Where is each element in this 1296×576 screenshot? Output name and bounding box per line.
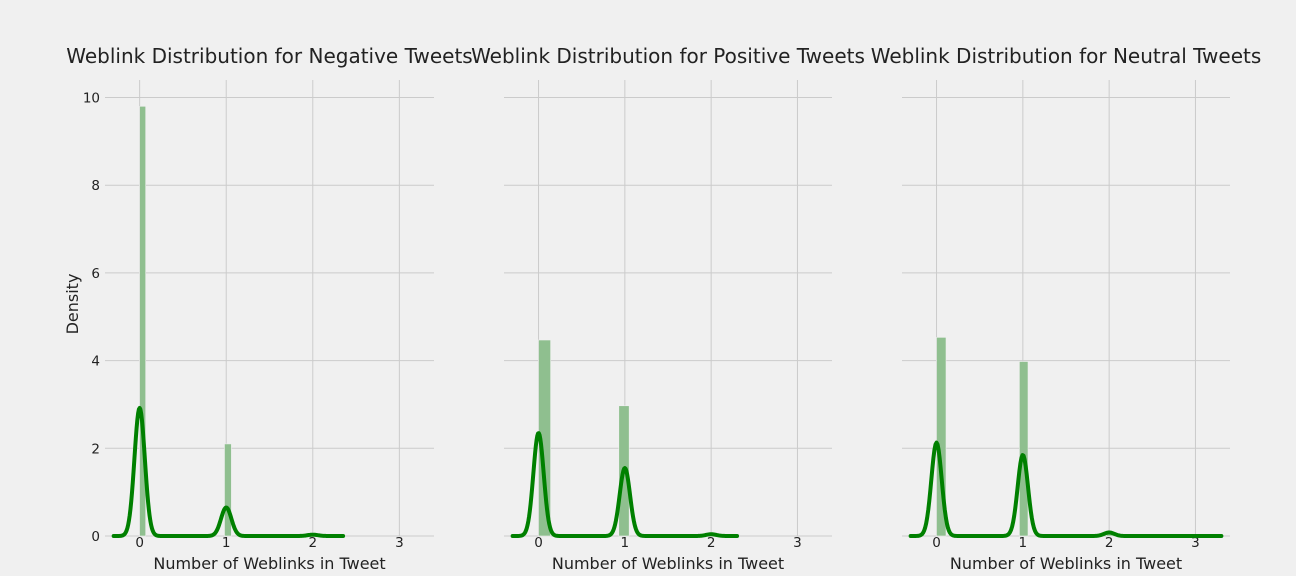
y-tick-label: 0: [91, 529, 100, 545]
x-tick-label: 3: [1191, 535, 1200, 551]
x-tick-label: 2: [707, 535, 716, 551]
x-tick-label: 0: [135, 535, 144, 551]
histogram-bar: [1019, 361, 1029, 537]
x-tick-label: 1: [621, 535, 630, 551]
y-tick-label: 8: [91, 178, 100, 194]
y-tick-label: 6: [91, 266, 100, 282]
subplot-2: 0 1 2 3 Weblink Distribution for Positive Tw…: [471, 44, 865, 573]
x-tick-label: 1: [1019, 535, 1028, 551]
subplot-1: 0 2 4 6 8 10 0 1 2 3 Weblink Distribution for Nega…: [66, 44, 472, 573]
x-tick-label: 0: [932, 535, 941, 551]
x-tick-label: 3: [793, 535, 802, 551]
kde-curve: [908, 440, 1224, 538]
histogram-bar: [224, 443, 232, 537]
x-axis-label: Number of Weblinks in Tweet: [153, 554, 385, 573]
y-tick-label: 4: [91, 354, 100, 370]
histogram-bar: [139, 106, 146, 537]
chart-title: Weblink Distribution for Neutral Tweets: [871, 44, 1262, 68]
y-tick-label: 2: [91, 441, 100, 457]
x-tick-label: 2: [1105, 535, 1114, 551]
y-tick-label: 10: [83, 91, 100, 107]
x-tick-label: 0: [534, 535, 543, 551]
y-axis-label: Density: [63, 274, 82, 335]
x-tick-label: 1: [222, 535, 231, 551]
kde-curve: [510, 431, 740, 538]
subplot-3: 0 1 2 3 Weblink Distribution for Neutral Twe…: [871, 44, 1262, 573]
x-axis-label: Number of Weblinks in Tweet: [950, 554, 1182, 573]
x-tick-label: 3: [395, 535, 404, 551]
kde-curve: [111, 405, 346, 538]
chart-title: Weblink Distribution for Positive Tweets: [471, 44, 865, 68]
x-axis-label: Number of Weblinks in Tweet: [552, 554, 784, 573]
x-tick-label: 2: [308, 535, 317, 551]
histogram-bar: [936, 337, 947, 537]
chart-title: Weblink Distribution for Negative Tweets: [66, 44, 472, 68]
